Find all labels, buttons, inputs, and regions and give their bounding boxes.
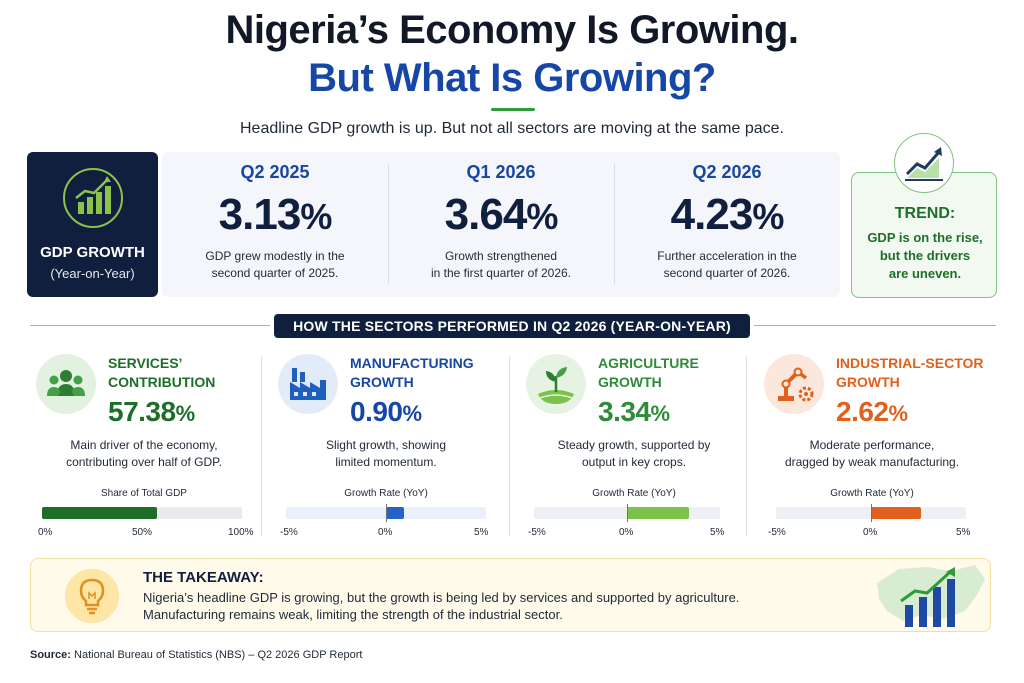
line-chart-up-icon	[894, 133, 954, 193]
bar-fill	[871, 507, 921, 519]
sector-value: 3.34%	[598, 396, 670, 427]
page-title: Nigeria’s Economy Is Growing.	[225, 8, 799, 52]
bar-chart-up-icon	[63, 168, 123, 228]
bar-tick-label: 100%	[228, 527, 254, 538]
bar-tick-label: 0%	[619, 527, 634, 538]
bar-zero-line	[386, 504, 387, 522]
bar-fill	[386, 507, 404, 519]
bar-tick-label: 5%	[710, 527, 725, 538]
sector-name: SERVICES’ CONTRIBUTION	[108, 355, 216, 390]
stat-description: GDP grew modestly in the second quarter o…	[205, 249, 345, 280]
bar-tick-label: 0%	[863, 527, 878, 538]
stat-value: 3.13%	[218, 190, 333, 239]
bar-tick-label: -5%	[768, 527, 786, 538]
stat-period: Q2 2025	[240, 162, 310, 182]
sector-description: Moderate performance, dragged by weak man…	[784, 438, 960, 469]
bar-title: Growth Rate (YoY)	[592, 488, 676, 499]
nigeria-map-growth-icon	[869, 561, 989, 631]
page-subtitle: Headline GDP growth is up. But not all s…	[240, 120, 784, 137]
bar-tick-label: -5%	[528, 527, 546, 538]
bar-fill	[627, 507, 690, 519]
sector-agriculture: AGRICULTURE GROWTH 3.34% Steady growth, s…	[518, 350, 750, 550]
bar-tick-label: 0%	[378, 527, 393, 538]
robot-arm-icon	[764, 354, 824, 414]
sector-divider	[746, 356, 747, 536]
sector-description: Main driver of the economy, contributing …	[66, 438, 222, 469]
bar-zero-line	[871, 504, 872, 522]
gdp-growth-label: GDP GROWTH	[40, 244, 145, 261]
bar-tick-label: 0%	[38, 527, 53, 538]
bar-title: Growth Rate (YoY)	[344, 488, 428, 499]
stat-value: 3.64%	[444, 190, 559, 239]
sector-name: INDUSTRIAL-SECTOR GROWTH	[836, 355, 984, 390]
bar-title: Share of Total GDP	[101, 488, 187, 499]
sprout-icon	[526, 354, 586, 414]
stat-period: Q1 2026	[466, 162, 536, 182]
bar-tick-label: 50%	[132, 527, 153, 538]
sector-description: Steady growth, supported by output in key…	[557, 438, 711, 469]
bar-fill	[42, 507, 157, 519]
bar-zero-line	[627, 504, 628, 522]
sector-industrial: INDUSTRIAL-SECTOR GROWTH 2.62% Moderate p…	[756, 350, 988, 550]
bar-title: Growth Rate (YoY)	[830, 488, 914, 499]
bar-tick-label: -5%	[280, 527, 298, 538]
section-rule-right	[754, 325, 996, 326]
sector-value: 2.62%	[836, 396, 908, 427]
trend-title: TREND:	[894, 205, 956, 222]
sector-description: Slight growth, showing limited momentum.	[325, 438, 447, 469]
section-title: HOW THE SECTORS PERFORMED IN Q2 2026 (YE…	[274, 314, 750, 338]
sector-manufacturing: MANUFACTURING GROWTH 0.90% Slight growth,…	[270, 350, 502, 550]
stat-description: Growth strengthened in the first quarter …	[430, 249, 572, 280]
sector-divider	[509, 356, 510, 536]
takeaway-box: THE TAKEAWAY: Nigeria’s headline GDP is …	[30, 558, 991, 632]
bar-tick-label: 5%	[474, 527, 489, 538]
stat-q1-2026: Q1 2026 3.64% Growth strengthened in the …	[388, 152, 614, 297]
sector-value: 57.38%	[108, 396, 195, 427]
sector-divider	[261, 356, 262, 536]
people-icon	[36, 354, 96, 414]
factory-icon	[278, 354, 338, 414]
sector-name: MANUFACTURING GROWTH	[350, 355, 474, 390]
stat-q2-2025: Q2 2025 3.13% GDP grew modestly in the se…	[162, 152, 388, 297]
stat-divider	[614, 164, 615, 284]
trend-box: TREND: GDP is on the rise, but the driver…	[851, 172, 997, 298]
bar-tick-label: 5%	[956, 527, 971, 538]
takeaway-title: THE TAKEAWAY:	[143, 569, 264, 586]
sector-value: 0.90%	[350, 396, 422, 427]
gdp-stats-panel: Q2 2025 3.13% GDP grew modestly in the se…	[162, 152, 840, 297]
section-rule-left	[30, 325, 270, 326]
title-underline	[491, 108, 535, 111]
page-title-secondary: But What Is Growing?	[308, 56, 716, 100]
stat-divider	[388, 164, 389, 284]
takeaway-text: Nigeria’s headline GDP is growing, but t…	[143, 590, 740, 622]
stat-q2-2026: Q2 2026 4.23% Further acceleration in th…	[614, 152, 840, 297]
trend-text: GDP is on the rise, but the drivers are un…	[867, 230, 983, 281]
gdp-growth-sublabel: (Year-on-Year)	[50, 266, 135, 281]
gdp-growth-box: GDP GROWTH (Year-on-Year)	[27, 152, 158, 297]
lightbulb-icon	[65, 569, 119, 623]
sector-services: SERVICES’ CONTRIBUTION 57.38% Main driver…	[28, 350, 260, 550]
stat-description: Further acceleration in the second quarte…	[657, 249, 797, 280]
stat-period: Q2 2026	[692, 162, 762, 182]
source-note: Source: National Bureau of Statistics (N…	[30, 649, 363, 661]
sector-name: AGRICULTURE GROWTH	[598, 355, 699, 390]
stat-value: 4.23%	[670, 190, 785, 239]
